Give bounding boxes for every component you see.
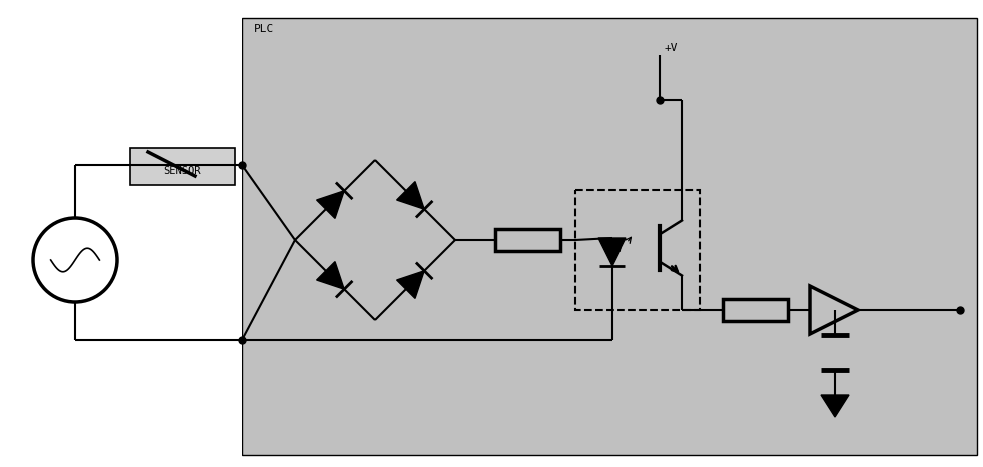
Text: +V: +V — [665, 43, 678, 53]
Bar — [723, 299, 787, 321]
Polygon shape — [396, 271, 425, 298]
Polygon shape — [598, 238, 626, 266]
Bar — [494, 229, 559, 251]
Polygon shape — [317, 262, 344, 289]
Text: SENSOR: SENSOR — [164, 165, 202, 176]
Bar — [242, 18, 977, 455]
Bar — [575, 190, 700, 310]
Bar — [130, 148, 235, 185]
Polygon shape — [821, 395, 849, 417]
Polygon shape — [396, 182, 425, 209]
Bar — [0, 0, 242, 467]
Text: PLC: PLC — [254, 24, 274, 34]
Polygon shape — [317, 191, 344, 219]
